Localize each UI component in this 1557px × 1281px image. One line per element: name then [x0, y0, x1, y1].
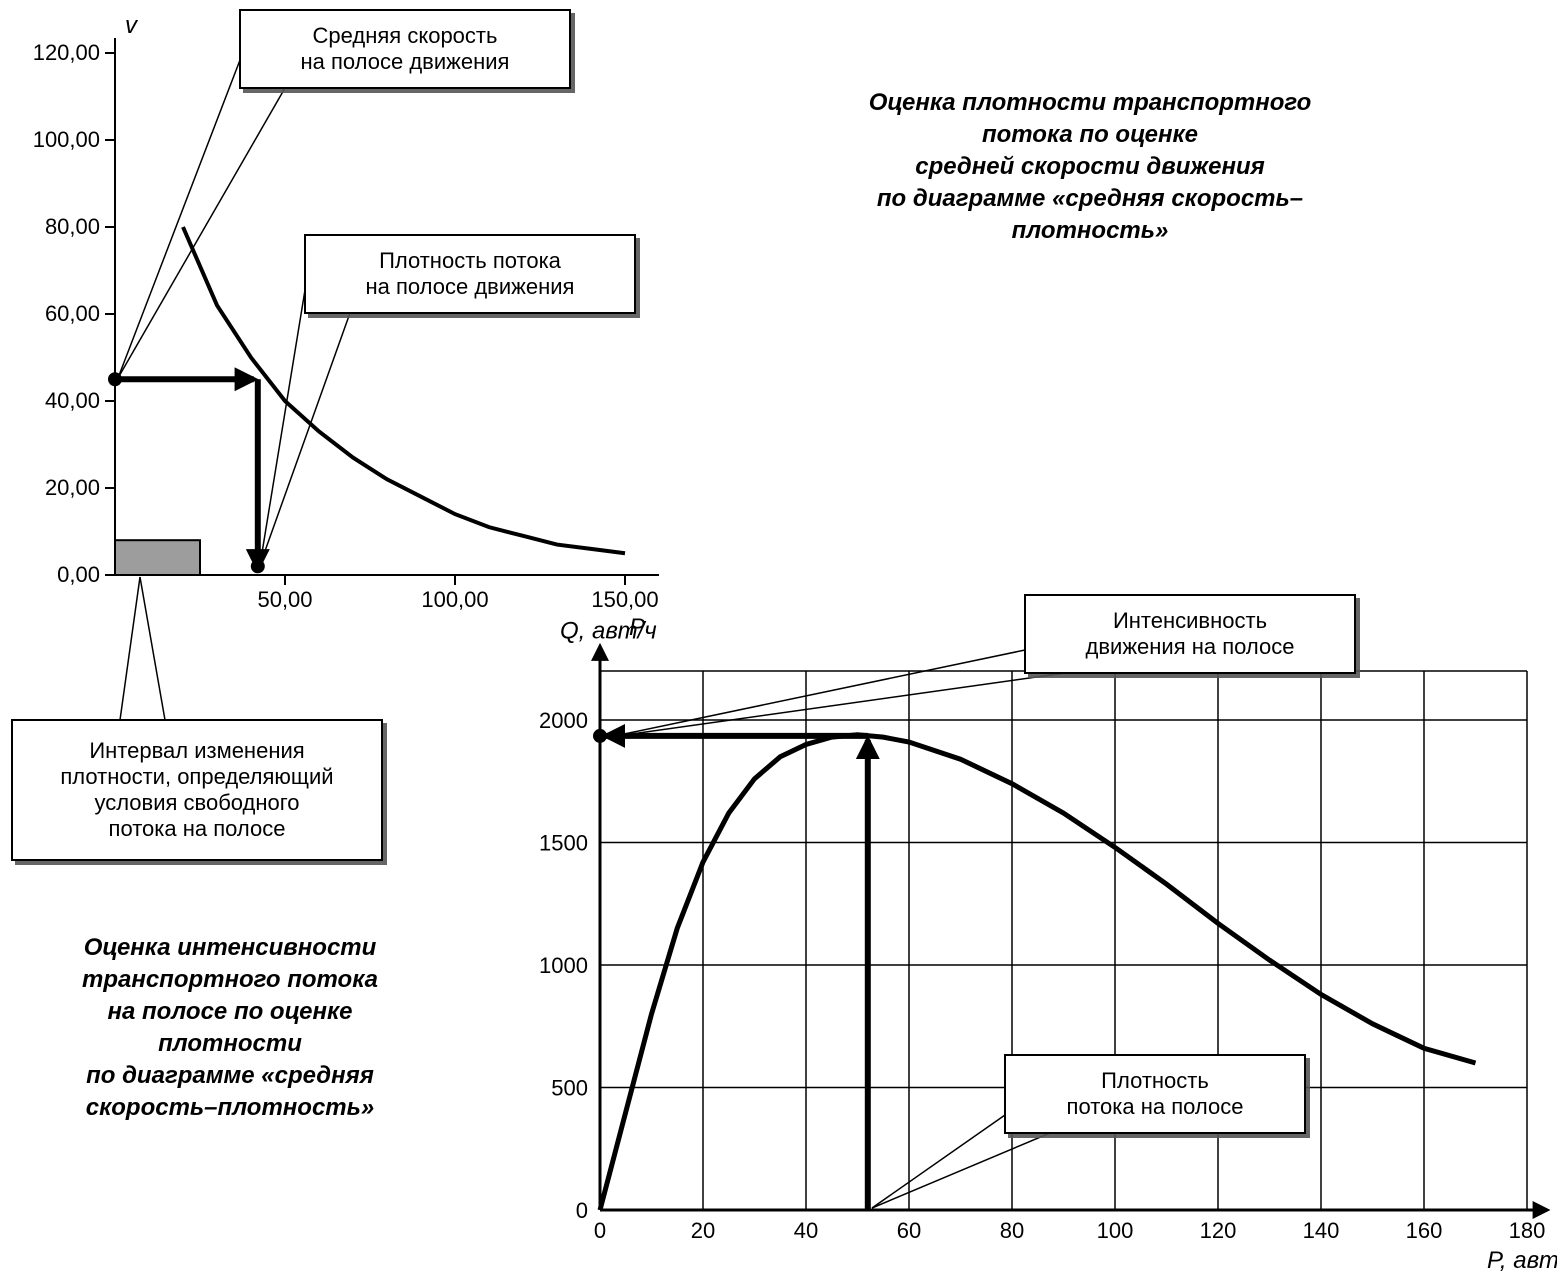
svg-text:потока на полосе: потока на полосе — [1067, 1094, 1244, 1119]
svg-text:120,00: 120,00 — [33, 40, 100, 65]
svg-text:2000: 2000 — [539, 708, 588, 733]
svg-text:плотности: плотности — [158, 1030, 302, 1057]
svg-text:100: 100 — [1097, 1218, 1134, 1243]
svg-text:на полосе по оценке: на полосе по оценке — [107, 998, 352, 1025]
svg-text:условия свободного: условия свободного — [94, 790, 299, 815]
svg-text:потока на полосе: потока на полосе — [109, 816, 286, 841]
svg-text:80,00: 80,00 — [45, 214, 100, 239]
svg-text:Плотность: Плотность — [1101, 1068, 1209, 1093]
svg-text:100,00: 100,00 — [33, 127, 100, 152]
chart1-y-label: v — [125, 12, 139, 39]
svg-text:плотности, определяющий: плотности, определяющий — [60, 764, 333, 789]
title-density-estimate: Оценка плотности транспортного потока по … — [869, 89, 1312, 244]
svg-text:0,00: 0,00 — [57, 562, 100, 587]
svg-text:Интенсивность: Интенсивность — [1113, 608, 1267, 633]
chart2-x-label: P, авт/км — [1487, 1247, 1557, 1274]
callout-avg-speed: Средняя скоростьна полосе движения — [118, 10, 570, 378]
svg-text:Средняя скорость: Средняя скорость — [313, 23, 498, 48]
svg-text:плотность»: плотность» — [1012, 217, 1169, 244]
svg-text:на полосе движения: на полосе движения — [301, 49, 510, 74]
svg-text:потока по оценке: потока по оценке — [982, 121, 1198, 148]
svg-text:120: 120 — [1200, 1218, 1237, 1243]
svg-text:Оценка интенсивности: Оценка интенсивности — [84, 934, 377, 961]
svg-text:Интервал изменения: Интервал изменения — [89, 738, 304, 763]
callout-flow-density: Плотность потокана полосе движения — [260, 235, 635, 565]
callout-lane-density: Плотностьпотока на полосе — [872, 1055, 1305, 1208]
svg-text:140: 140 — [1303, 1218, 1340, 1243]
free-flow-interval-box — [115, 540, 200, 575]
svg-text:1500: 1500 — [539, 831, 588, 856]
svg-text:40: 40 — [794, 1218, 818, 1243]
svg-text:20: 20 — [691, 1218, 715, 1243]
svg-text:100,00: 100,00 — [421, 587, 488, 612]
chart-q-p: 0 20 40 60 80 100 120 140 160 180 0 500 1000 1500 2000… — [539, 618, 1557, 1275]
title-intensity-estimate: Оценка интенсивности транспортного потока… — [82, 934, 378, 1121]
svg-text:на полосе движения: на полосе движения — [366, 274, 575, 299]
svg-text:80: 80 — [1000, 1218, 1024, 1243]
svg-text:движения на полосе: движения на полосе — [1086, 634, 1295, 659]
svg-text:50,00: 50,00 — [257, 587, 312, 612]
svg-text:1000: 1000 — [539, 953, 588, 978]
svg-text:150,00: 150,00 — [591, 587, 658, 612]
svg-text:160: 160 — [1406, 1218, 1443, 1243]
svg-text:40,00: 40,00 — [45, 388, 100, 413]
svg-text:500: 500 — [551, 1076, 588, 1101]
svg-text:по диаграмме «средняя скорость: по диаграмме «средняя скорость– — [877, 185, 1303, 212]
svg-text:60,00: 60,00 — [45, 301, 100, 326]
svg-text:60: 60 — [897, 1218, 921, 1243]
svg-text:транспортного потока: транспортного потока — [82, 966, 378, 993]
svg-text:скорость–плотность»: скорость–плотность» — [86, 1094, 375, 1121]
svg-text:0: 0 — [594, 1218, 606, 1243]
svg-text:Плотность потока: Плотность потока — [379, 248, 562, 273]
svg-text:средней скорости движения: средней скорости движения — [915, 153, 1264, 180]
chart2-y-label: Q, авт/ч — [560, 618, 657, 645]
svg-text:180: 180 — [1509, 1218, 1546, 1243]
svg-text:0: 0 — [576, 1198, 588, 1223]
callout-intensity: Интенсивностьдвижения на полосе — [610, 595, 1355, 737]
callout-free-flow-interval: Интервал измененияплотности, определяющи… — [12, 577, 382, 860]
svg-text:20,00: 20,00 — [45, 475, 100, 500]
svg-text:Оценка плотности транспортного: Оценка плотности транспортного — [869, 89, 1312, 116]
svg-text:по диаграмме «средняя: по диаграмме «средняя — [86, 1062, 374, 1089]
